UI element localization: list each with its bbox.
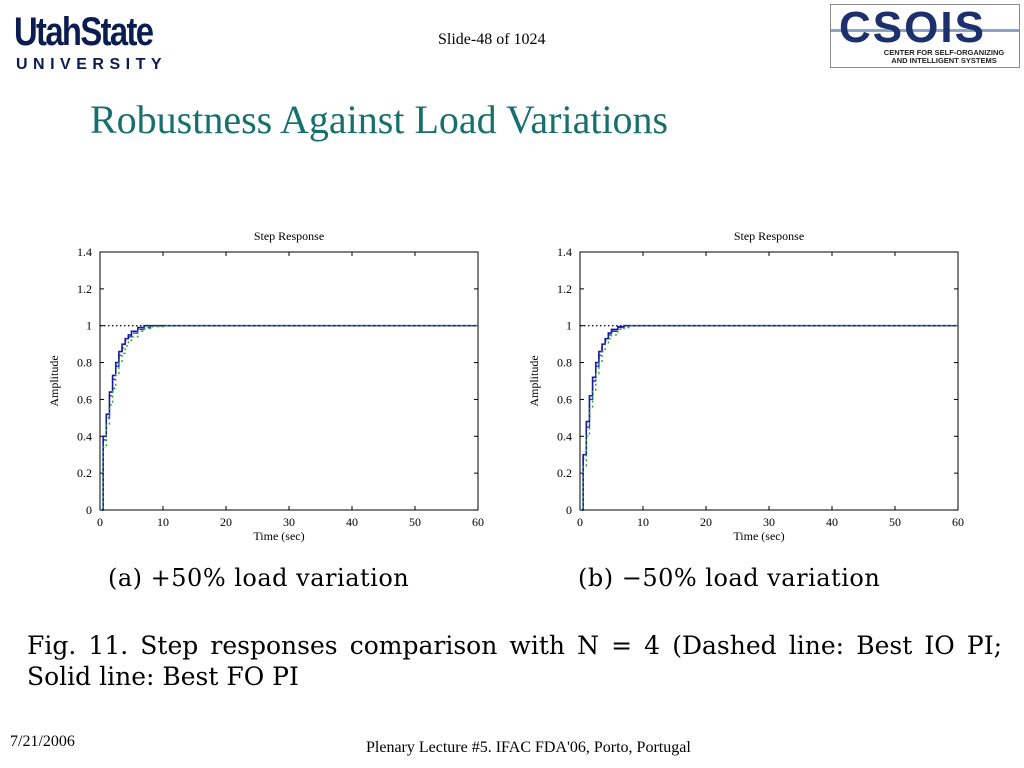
x-tick-label: 20 bbox=[700, 515, 712, 529]
y-tick-label: 1.4 bbox=[557, 245, 572, 259]
x-tick-label: 0 bbox=[97, 515, 103, 529]
x-tick-label: 50 bbox=[889, 515, 901, 529]
step-response-chart-b: Step Response 0 10 20 30 40 50 60 0 0.2 0.4 0.6 0.8 1… bbox=[527, 229, 964, 543]
y-axis-label: Amplitude bbox=[47, 355, 61, 406]
chart-title: Step Response bbox=[254, 229, 324, 243]
y-tick-label: 0.6 bbox=[557, 392, 572, 406]
subfigure-caption-a: (a) +50% load variation bbox=[108, 564, 410, 592]
logo-university-text: UNIVERSITY bbox=[16, 56, 168, 73]
csois-logo: CSOIS CENTER FOR SELF-ORGANIZING AND INT… bbox=[830, 4, 1020, 68]
csois-subtitle-line2: AND INTELLIGENT SYSTEMS bbox=[891, 56, 997, 65]
x-tick-label: 30 bbox=[283, 515, 295, 529]
series-line-dotted bbox=[100, 325, 478, 511]
y-tick-label: 1.2 bbox=[557, 282, 572, 296]
series-line-dashed bbox=[580, 325, 958, 511]
slide-number: Slide-48 of 1024 bbox=[438, 31, 546, 48]
step-response-chart-a: Step Response 0 10 20 30 40 50 60 0 0.2 0.4 0.6 0.8 1… bbox=[47, 229, 484, 543]
y-tick-label: 1.2 bbox=[77, 282, 92, 296]
x-axis-label: Time (sec) bbox=[733, 529, 784, 543]
y-tick-label: 1.4 bbox=[77, 245, 92, 259]
y-tick-label: 1 bbox=[566, 319, 572, 333]
x-tick-label: 60 bbox=[952, 515, 964, 529]
figure-caption: Fig. 11. Step responses comparison with … bbox=[27, 631, 1002, 691]
chart-title: Step Response bbox=[734, 229, 804, 243]
x-tick-label: 50 bbox=[409, 515, 421, 529]
y-tick-label: 0.4 bbox=[77, 429, 92, 443]
y-tick-label: 0.8 bbox=[557, 356, 572, 370]
y-tick-label: 1 bbox=[86, 319, 92, 333]
plot-area bbox=[579, 251, 959, 511]
series-line-solid bbox=[580, 324, 958, 511]
x-tick-label: 0 bbox=[577, 515, 583, 529]
subfigure-caption-b: (b) −50% load variation bbox=[578, 564, 881, 592]
x-tick-label: 10 bbox=[157, 515, 169, 529]
y-tick-label: 0.2 bbox=[557, 466, 572, 480]
y-tick-label: 0.6 bbox=[77, 392, 92, 406]
x-tick-label: 30 bbox=[763, 515, 775, 529]
csois-wordmark: CSOIS bbox=[839, 3, 986, 52]
slide-title: Robustness Against Load Variations bbox=[90, 97, 669, 142]
logo-accent-bar bbox=[831, 29, 1019, 32]
csois-subtitle-line1: CENTER FOR SELF-ORGANIZING bbox=[883, 48, 1005, 57]
utah-state-university-logo: UtahState UNIVERSITY bbox=[14, 10, 200, 74]
y-tick-label: 0.2 bbox=[77, 466, 92, 480]
logo-wordmark: UtahState bbox=[14, 10, 154, 54]
y-tick-label: 0 bbox=[86, 503, 92, 517]
y-tick-label: 0 bbox=[566, 503, 572, 517]
y-tick-label: 0.8 bbox=[77, 356, 92, 370]
x-tick-label: 40 bbox=[346, 515, 358, 529]
footer-text: Plenary Lecture #5. IFAC FDA'06, Porto, … bbox=[366, 739, 691, 756]
plot-area bbox=[99, 251, 479, 511]
x-tick-label: 20 bbox=[220, 515, 232, 529]
footer-date: 7/21/2006 bbox=[10, 733, 75, 750]
x-tick-label: 40 bbox=[826, 515, 838, 529]
y-axis-label: Amplitude bbox=[527, 355, 541, 406]
csois-subtitle: CENTER FOR SELF-ORGANIZING AND INTELLIGE… bbox=[871, 49, 1017, 65]
x-tick-label: 60 bbox=[472, 515, 484, 529]
x-tick-label: 10 bbox=[637, 515, 649, 529]
y-tick-label: 0.4 bbox=[557, 429, 572, 443]
x-axis-label: Time (sec) bbox=[253, 529, 304, 543]
